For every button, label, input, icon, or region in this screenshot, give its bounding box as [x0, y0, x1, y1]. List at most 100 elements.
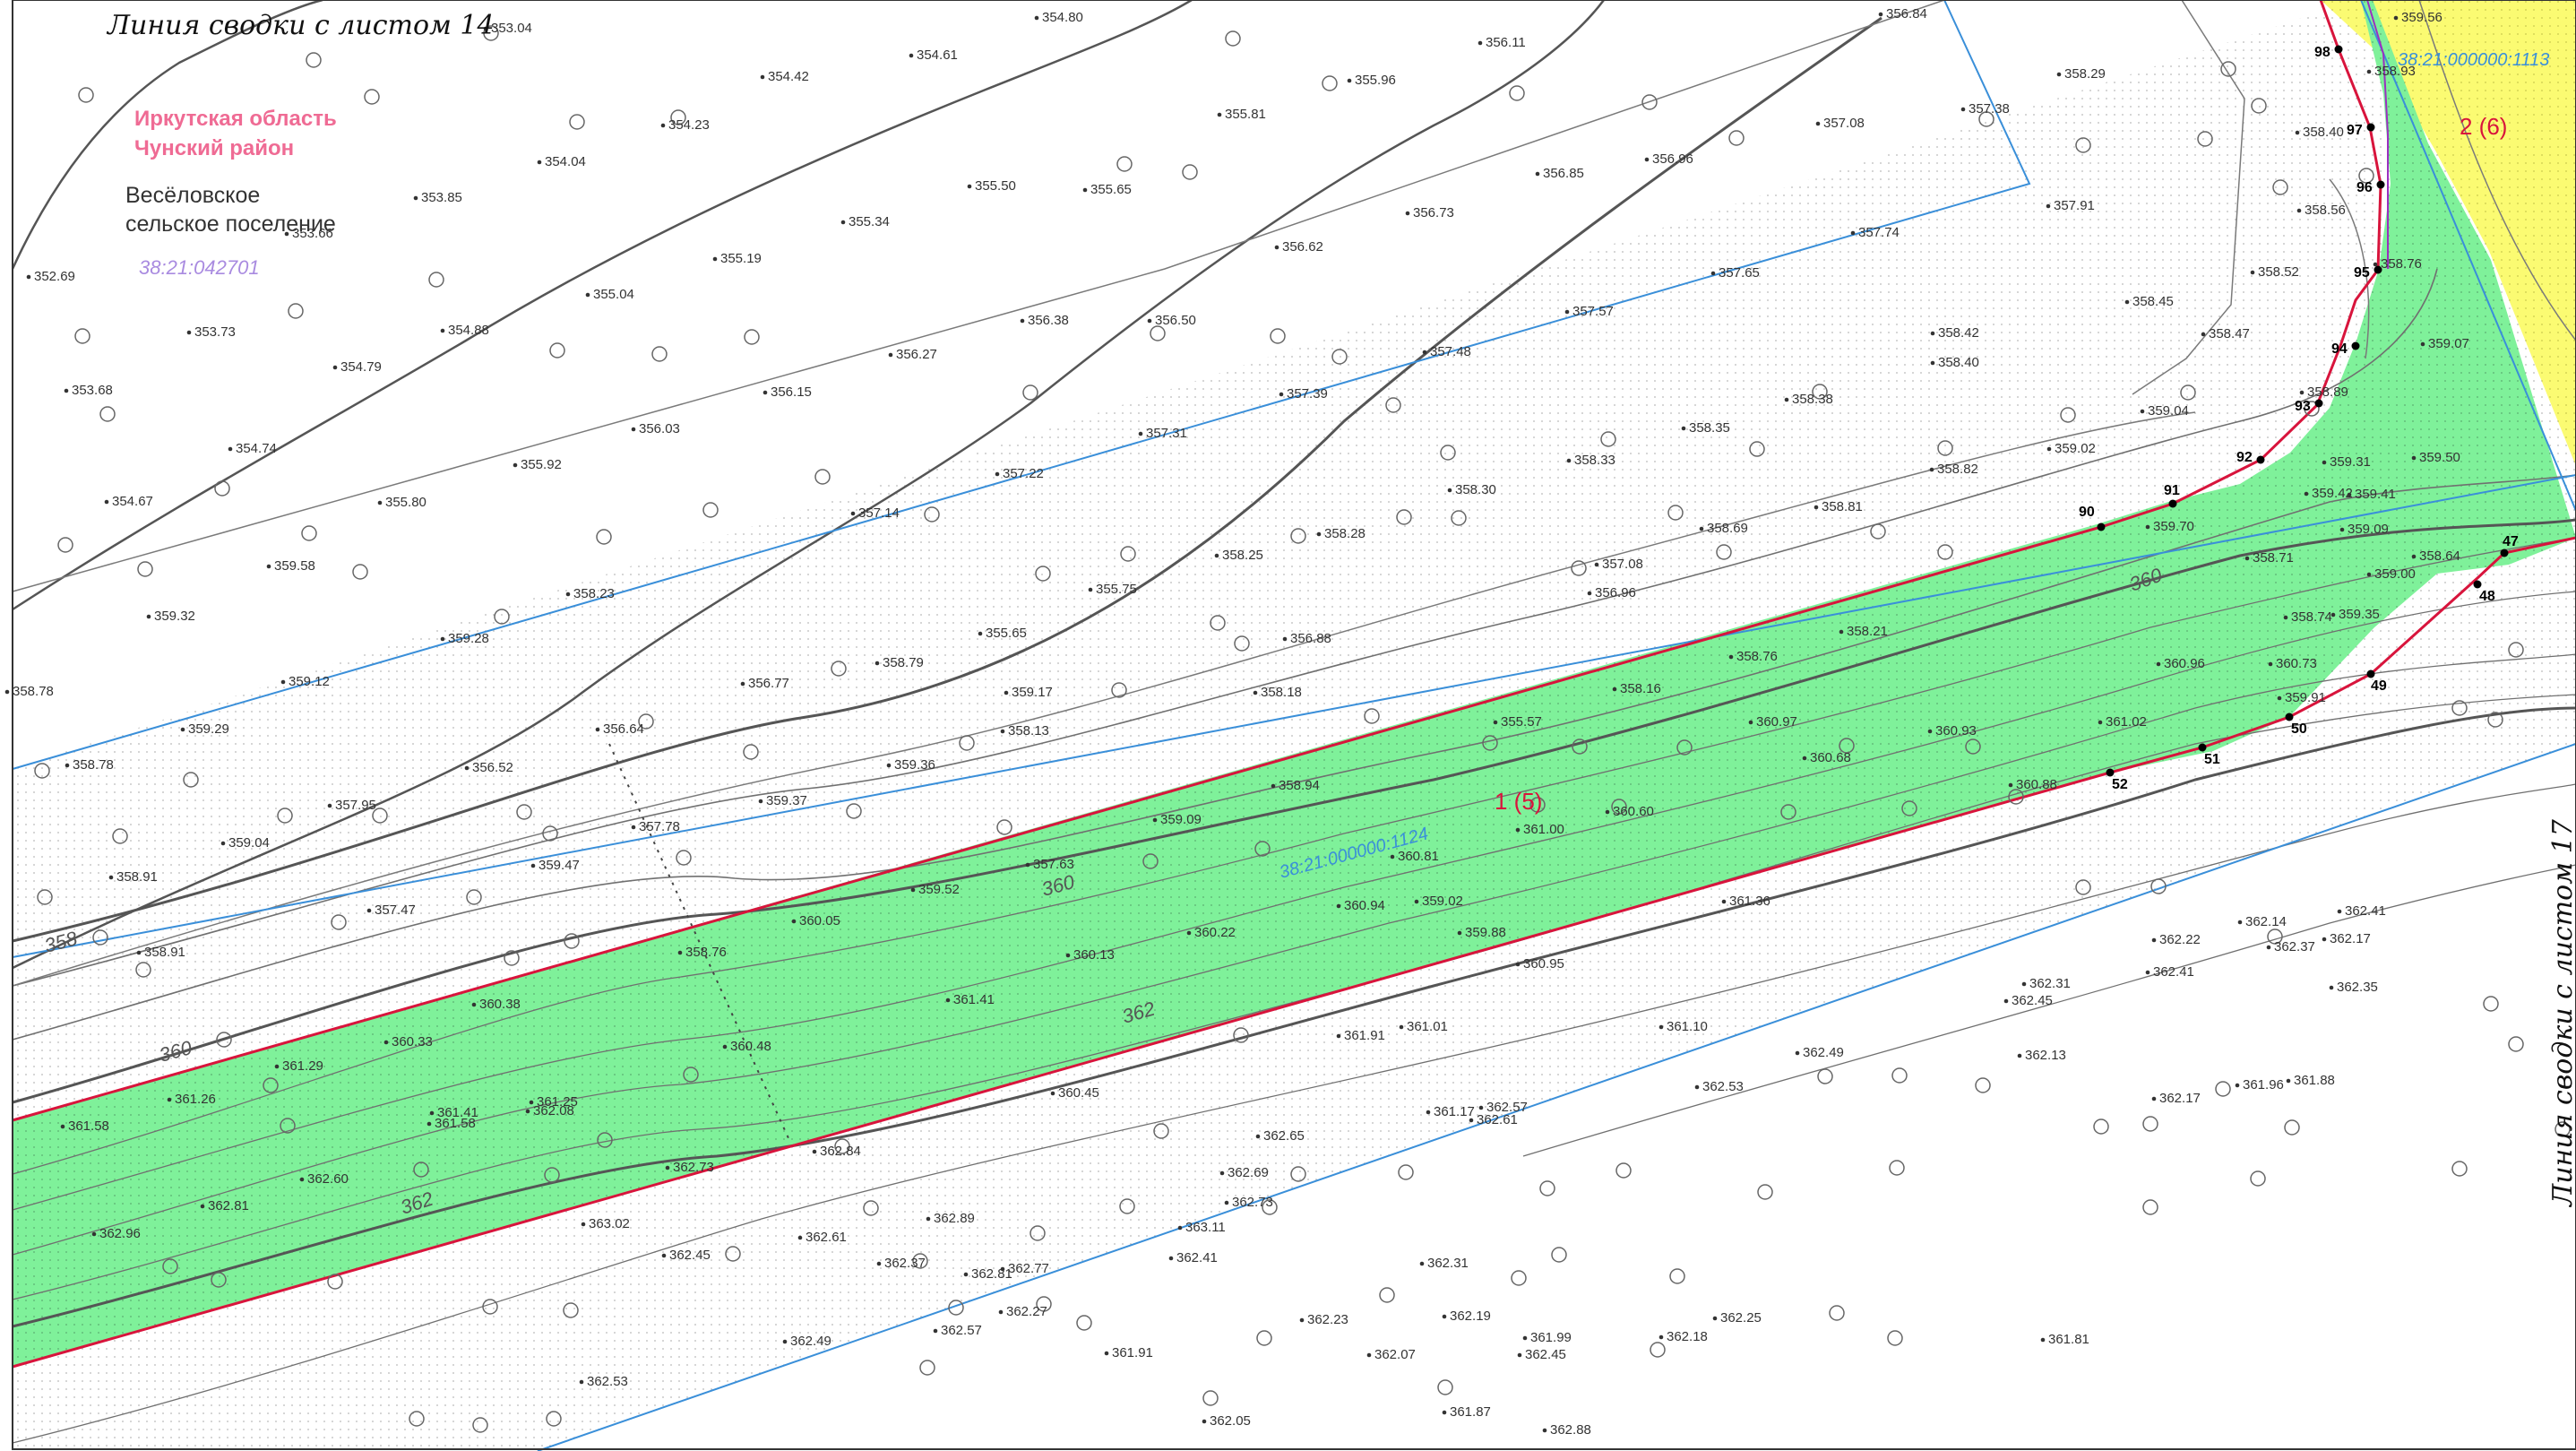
elevation-label: 357.78 — [639, 819, 680, 834]
elevation-label: 362.35 — [2337, 980, 2378, 995]
elevation-label: 353.04 — [491, 21, 532, 36]
elevation-label: 362.53 — [1702, 1079, 1744, 1094]
terrain-circle — [1716, 544, 1732, 560]
boundary-point-marker[interactable] — [2366, 669, 2375, 678]
elevation-dot — [91, 1231, 97, 1237]
boundary-point-marker[interactable] — [2285, 713, 2294, 721]
boundary-points[interactable]: 98 97 96 95 94 93 92 91 90 47 48 49 50 51 52 — [2079, 45, 2519, 792]
parcel-2-cadastral[interactable]: 38:21:000000:1113 — [2398, 50, 2549, 70]
boundary-point-marker[interactable] — [2376, 180, 2385, 189]
elevation-dot — [1721, 899, 1727, 904]
boundary-point-marker[interactable] — [2473, 580, 2482, 589]
boundary-point-97[interactable]: 97 — [2347, 123, 2375, 138]
parcel-boundaries[interactable] — [12, 0, 2576, 1369]
elevation-dot — [1930, 331, 1935, 336]
boundary-point-50[interactable]: 50 — [2285, 713, 2307, 738]
terrain-circle — [1262, 1199, 1278, 1215]
elevation-dot — [1535, 171, 1540, 177]
boundary-point-marker[interactable] — [2500, 548, 2509, 557]
elevation-dot — [2330, 612, 2336, 618]
boundary-point-marker[interactable] — [2106, 768, 2115, 777]
parcel-1-area[interactable] — [13, 0, 2576, 1367]
elevation-dot — [2040, 1337, 2046, 1343]
elevation-dot — [2329, 985, 2334, 990]
elevation-label: 362.18 — [1667, 1329, 1708, 1344]
terrain-circle — [919, 1360, 935, 1376]
elevation-dot — [513, 462, 518, 468]
parcel-1-label[interactable]: 1 (5) — [1495, 788, 1542, 815]
settlement-line-1: Весёловское — [125, 183, 260, 208]
boundary-point-marker[interactable] — [2168, 499, 2177, 508]
boundary-point-96[interactable]: 96 — [2356, 180, 2385, 195]
boundary-point-91[interactable]: 91 — [2164, 483, 2180, 508]
terrain-circle — [1440, 445, 1456, 461]
elevation-dot — [2411, 455, 2417, 461]
parcel-2-area[interactable] — [2321, 0, 2576, 466]
elevation-point: 356.03 — [631, 421, 680, 436]
terrain-circle — [2487, 712, 2503, 728]
elevation-label: 358.78 — [73, 757, 114, 773]
elevation-dot — [1457, 930, 1462, 936]
terrain-circle — [352, 564, 368, 580]
boundary-point-marker[interactable] — [2334, 45, 2343, 54]
elevation-point: 362.53 — [1694, 1079, 1744, 1094]
elevation-point: 361.02 — [2098, 714, 2147, 730]
boundary-point-48[interactable]: 48 — [2473, 580, 2495, 605]
boundary-point-98[interactable]: 98 — [2314, 45, 2343, 60]
boundary-point-marker[interactable] — [2198, 743, 2207, 752]
elevation-label: 359.56 — [2401, 10, 2442, 25]
elevation-label: 355.65 — [986, 626, 1027, 641]
elevation-label: 358.81 — [1822, 499, 1863, 514]
parcel-2-label[interactable]: 2 (6) — [2460, 113, 2507, 140]
elevation-point: 359.88 — [1457, 925, 1506, 940]
elevation-point: 358.71 — [2244, 550, 2294, 566]
elevation-point: 358.76 — [2373, 256, 2422, 272]
elevation-dot — [108, 875, 114, 880]
boundary-point-marker[interactable] — [2256, 455, 2265, 464]
boundary-point-52[interactable]: 52 — [2106, 768, 2128, 793]
elevation-label: 362.17 — [2330, 931, 2371, 946]
boundary-point-marker[interactable] — [2374, 265, 2382, 274]
elevation-label: 359.36 — [894, 757, 935, 773]
elevation-label: 358.71 — [2253, 550, 2294, 566]
elevation-label: 361.10 — [1667, 1019, 1708, 1034]
elevation-dot — [2295, 130, 2300, 135]
terrain-circle — [1150, 325, 1166, 341]
terrain-circle — [331, 914, 347, 930]
elevation-dot — [2283, 615, 2288, 620]
boundary-point-47[interactable]: 47 — [2500, 534, 2519, 557]
terrain-circle — [99, 406, 116, 422]
elevation-point: 355.34 — [840, 214, 890, 229]
elevation-dot — [1399, 1024, 1404, 1030]
elevation-label: 361.96 — [2243, 1077, 2284, 1093]
boundary-point-51[interactable]: 51 — [2198, 743, 2220, 768]
terrain-circle — [1225, 30, 1241, 47]
boundary-point-number: 98 — [2314, 45, 2330, 60]
boundary-point-marker[interactable] — [2366, 123, 2375, 132]
boundary-point-94[interactable]: 94 — [2331, 341, 2360, 357]
terrain-circle — [1901, 800, 1917, 816]
elevation-dot — [228, 446, 233, 452]
elevation-dot — [1644, 157, 1650, 162]
elevation-label: 358.76 — [1736, 649, 1778, 664]
boundary-point-marker[interactable] — [2351, 341, 2360, 350]
boundary-point-92[interactable]: 92 — [2236, 450, 2265, 465]
boundary-point-90[interactable]: 90 — [2079, 505, 2106, 531]
elevation-point: 360.96 — [2156, 656, 2205, 671]
elevation-dot — [886, 763, 892, 768]
terrain-circle — [2251, 98, 2267, 114]
elevation-label: 358.40 — [2303, 125, 2344, 140]
boundary-point-49[interactable]: 49 — [2366, 669, 2387, 695]
boundary-point-marker[interactable] — [2097, 523, 2106, 531]
terrain-circle — [1396, 509, 1412, 525]
elevation-point: 357.47 — [366, 903, 416, 918]
boundary-point-marker[interactable] — [2314, 399, 2323, 408]
elevation-point: 352.69 — [26, 269, 75, 284]
boundary-point-95[interactable]: 95 — [2354, 265, 2382, 281]
elevation-label: 354.67 — [112, 494, 153, 509]
terrain-circle — [542, 825, 558, 842]
boundary-point-93[interactable]: 93 — [2295, 399, 2323, 414]
elevation-label: 357.65 — [1719, 265, 1760, 281]
elevation-dot — [1065, 953, 1071, 958]
